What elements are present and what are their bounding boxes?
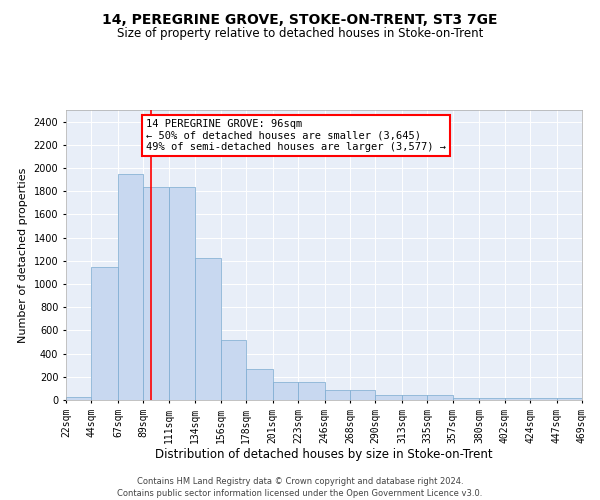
Bar <box>118 174 143 400</box>
Bar <box>221 340 246 400</box>
Bar <box>402 395 427 400</box>
Bar <box>66 396 91 400</box>
Y-axis label: Number of detached properties: Number of detached properties <box>18 168 28 342</box>
Bar <box>427 396 453 400</box>
Bar <box>272 382 298 400</box>
Bar <box>91 266 118 400</box>
Bar <box>143 186 169 400</box>
Bar <box>530 398 557 400</box>
Bar <box>557 398 582 400</box>
Bar <box>195 258 221 400</box>
Bar <box>325 390 350 400</box>
Text: 14 PEREGRINE GROVE: 96sqm
← 50% of detached houses are smaller (3,645)
49% of se: 14 PEREGRINE GROVE: 96sqm ← 50% of detac… <box>146 118 446 152</box>
Bar <box>505 398 530 400</box>
Text: Contains HM Land Registry data © Crown copyright and database right 2024.: Contains HM Land Registry data © Crown c… <box>137 478 463 486</box>
Text: Contains public sector information licensed under the Open Government Licence v3: Contains public sector information licen… <box>118 489 482 498</box>
Bar <box>376 395 402 400</box>
X-axis label: Distribution of detached houses by size in Stoke-on-Trent: Distribution of detached houses by size … <box>155 448 493 462</box>
Bar <box>298 382 325 400</box>
Bar <box>479 398 505 400</box>
Text: 14, PEREGRINE GROVE, STOKE-ON-TRENT, ST3 7GE: 14, PEREGRINE GROVE, STOKE-ON-TRENT, ST3… <box>102 12 498 26</box>
Bar <box>453 398 479 400</box>
Bar <box>350 390 376 400</box>
Text: Size of property relative to detached houses in Stoke-on-Trent: Size of property relative to detached ho… <box>117 28 483 40</box>
Bar <box>169 186 195 400</box>
Bar <box>246 368 272 400</box>
